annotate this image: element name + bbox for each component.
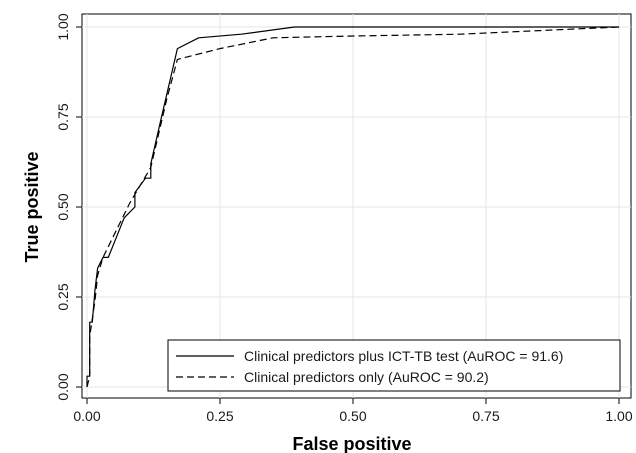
series-line-2	[86, 26, 620, 388]
x-tick-labels: 0.00 0.25 0.50 0.75 1.00	[73, 408, 632, 424]
axes	[76, 26, 620, 404]
series-lines	[86, 26, 620, 388]
x-axis-label: False positive	[292, 434, 411, 453]
legend-box	[167, 339, 621, 392]
y-tick-label: 0.75	[55, 103, 71, 130]
x-tick-label: 0.00	[73, 408, 100, 424]
x-tick-label: 0.75	[472, 408, 499, 424]
x-tick-label: 0.50	[339, 408, 366, 424]
y-axis-label: True positive	[22, 151, 42, 262]
x-tick-label: 0.25	[206, 408, 233, 424]
legend: Clinical predictors plus ICT-TB test (Au…	[167, 339, 621, 392]
x-tick-label: 1.00	[605, 408, 632, 424]
legend-label-series-2: Clinical predictors only (AuROC = 90.2)	[244, 369, 489, 385]
series-line-1	[86, 26, 619, 387]
legend-label-series-1: Clinical predictors plus ICT-TB test (Au…	[244, 348, 563, 364]
y-tick-label: 0.25	[55, 283, 71, 310]
plot-frame	[81, 13, 632, 399]
y-tick-labels: 0.00 0.25 0.50 0.75 1.00	[55, 13, 71, 400]
y-tick-label: 0.00	[55, 373, 71, 400]
y-tick-label: 1.00	[55, 13, 71, 40]
y-tick-label: 0.50	[55, 193, 71, 220]
